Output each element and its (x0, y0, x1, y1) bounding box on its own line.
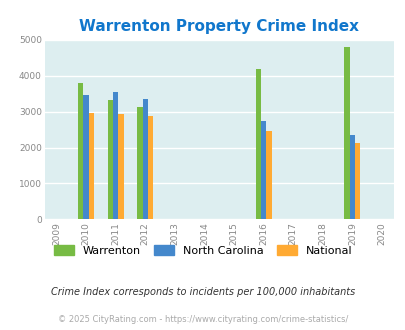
Bar (147, 116, 153, 219)
Bar (118, 114, 124, 219)
Bar (107, 100, 113, 219)
Bar (354, 143, 360, 219)
Bar (137, 107, 142, 219)
Bar (83, 95, 89, 219)
Legend: Warrenton, North Carolina, National: Warrenton, North Carolina, National (49, 241, 356, 260)
Text: © 2025 CityRating.com - https://www.cityrating.com/crime-statistics/: © 2025 CityRating.com - https://www.city… (58, 315, 347, 324)
Text: Crime Index corresponds to incidents per 100,000 inhabitants: Crime Index corresponds to incidents per… (51, 287, 354, 297)
Bar (89, 113, 94, 219)
Bar (142, 99, 147, 219)
Bar (349, 135, 354, 219)
Bar (266, 131, 271, 219)
Bar (260, 121, 266, 219)
Bar (78, 83, 83, 219)
Bar (255, 69, 260, 219)
Bar (113, 92, 118, 219)
Bar (343, 47, 349, 219)
Title: Warrenton Property Crime Index: Warrenton Property Crime Index (79, 19, 358, 34)
